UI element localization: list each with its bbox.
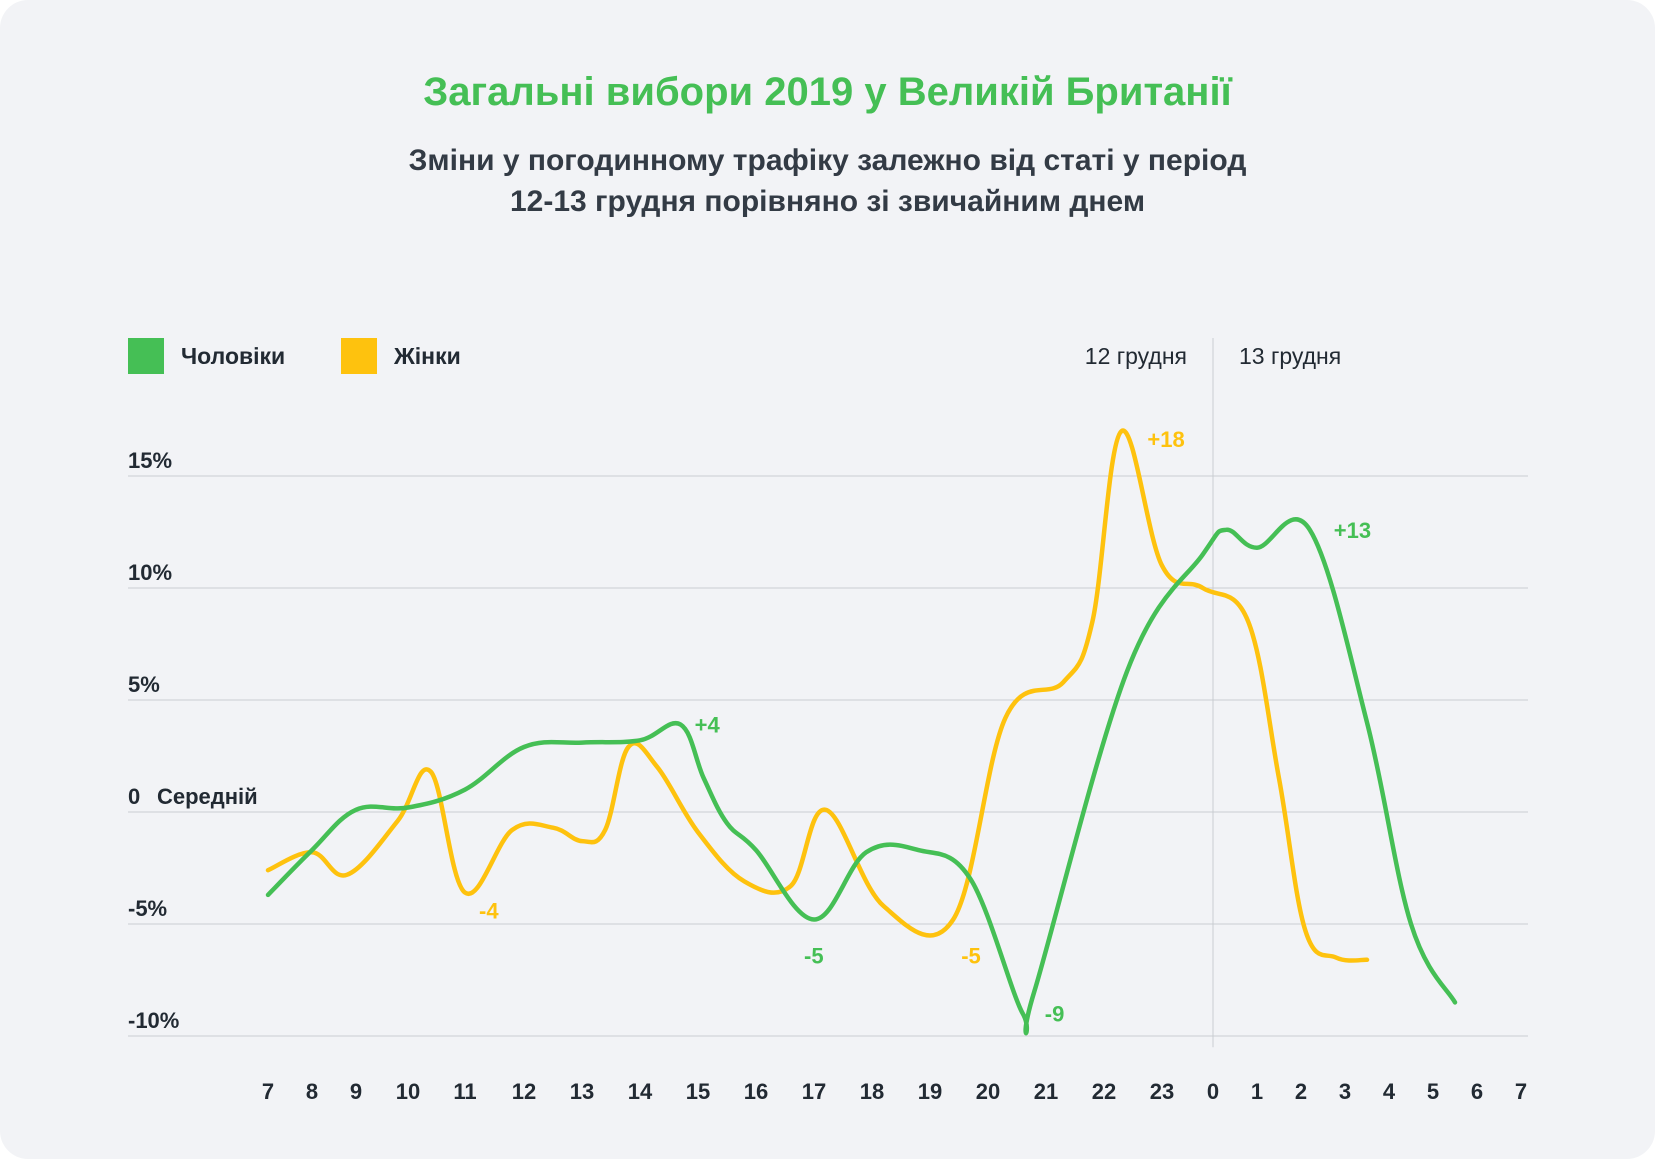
x-tick-label: 4	[1383, 1079, 1396, 1104]
legend-label: Жінки	[393, 343, 461, 369]
x-tick-label: 17	[802, 1079, 826, 1104]
x-tick-label: 15	[686, 1079, 710, 1104]
x-tick-label: 16	[744, 1079, 768, 1104]
y-tick-label: -10%	[128, 1008, 179, 1033]
y-tick-label: 5%	[128, 672, 160, 697]
x-tick-label: 7	[262, 1079, 274, 1104]
x-tick-label: 18	[860, 1079, 884, 1104]
legend-swatch	[128, 338, 164, 374]
x-tick-label: 20	[976, 1079, 1000, 1104]
subtitle-line-1: Зміни у погодинному трафіку залежно від …	[408, 144, 1247, 177]
x-tick-label: 19	[918, 1079, 942, 1104]
x-tick-label: 21	[1034, 1079, 1058, 1104]
day-label-12: 12 грудня	[1085, 343, 1187, 369]
data-label: -4	[479, 899, 499, 924]
x-tick-label: 3	[1339, 1079, 1351, 1104]
series-line-men	[265, 517, 1458, 1036]
x-tick-label: 5	[1427, 1079, 1439, 1104]
data-label: -9	[1045, 1002, 1065, 1027]
x-tick-label: 13	[570, 1079, 594, 1104]
x-tick-label: 23	[1150, 1079, 1174, 1104]
data-label: +4	[695, 713, 721, 738]
chart-title: Загальні вибори 2019 у Великій Британії	[423, 70, 1232, 114]
legend-swatch	[341, 338, 377, 374]
baseline-label: Середній	[157, 784, 258, 809]
data-label: +18	[1147, 427, 1184, 452]
legend-label: Чоловіки	[181, 343, 285, 369]
y-tick-label: 0	[128, 784, 140, 809]
data-label: -5	[804, 944, 824, 969]
x-tick-label: 7	[1515, 1079, 1527, 1104]
x-tick-label: 2	[1295, 1079, 1307, 1104]
chart-subtitle: Зміни у погодинному трафіку залежно від …	[0, 140, 1655, 222]
day-label-13: 13 грудня	[1239, 343, 1341, 369]
x-tick-label: 10	[396, 1079, 420, 1104]
x-tick-label: 11	[453, 1079, 476, 1104]
y-tick-label: -5%	[128, 896, 167, 921]
x-tick-label: 8	[306, 1079, 318, 1104]
x-tick-label: 6	[1471, 1079, 1483, 1104]
x-tick-label: 0	[1207, 1079, 1219, 1104]
x-tick-label: 14	[628, 1079, 653, 1104]
y-tick-label: 15%	[128, 448, 172, 473]
series-line-women	[265, 428, 1370, 963]
subtitle-line-2: 12-13 грудня порівняно зі звичайним днем	[509, 185, 1146, 218]
y-tick-label: 10%	[128, 560, 172, 585]
data-label: +13	[1334, 518, 1371, 543]
data-label: -5	[961, 944, 981, 969]
x-tick-label: 12	[512, 1079, 536, 1104]
x-tick-label: 22	[1092, 1079, 1116, 1104]
x-tick-label: 9	[350, 1079, 362, 1104]
x-tick-label: 1	[1251, 1079, 1263, 1104]
